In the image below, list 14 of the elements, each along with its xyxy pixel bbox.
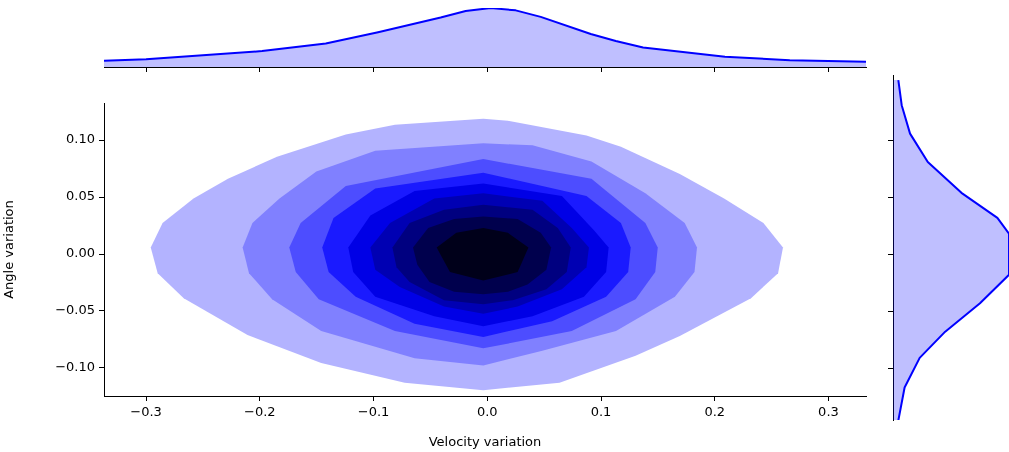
y-tick-label: 0.10	[66, 131, 95, 147]
x-tick-label: 0.1	[590, 404, 612, 420]
x-tick-label: −0.3	[130, 404, 162, 420]
x-tick-label: −0.2	[244, 404, 276, 420]
x-axis-title: Velocity variation	[428, 433, 542, 449]
y-tick-label: 0.00	[66, 245, 95, 261]
y-tick-label: −0.05	[55, 302, 95, 318]
x-tick-label: 0.0	[476, 404, 498, 420]
x-tick-label: −0.1	[357, 404, 390, 420]
y-tick-label: 0.05	[66, 188, 95, 204]
x-tick-label: 0.3	[818, 404, 839, 420]
x-tick-label: 0.2	[704, 404, 726, 420]
y-axis-title: Angle variation	[1, 200, 17, 299]
y-tick-label: −0.10	[55, 359, 95, 375]
